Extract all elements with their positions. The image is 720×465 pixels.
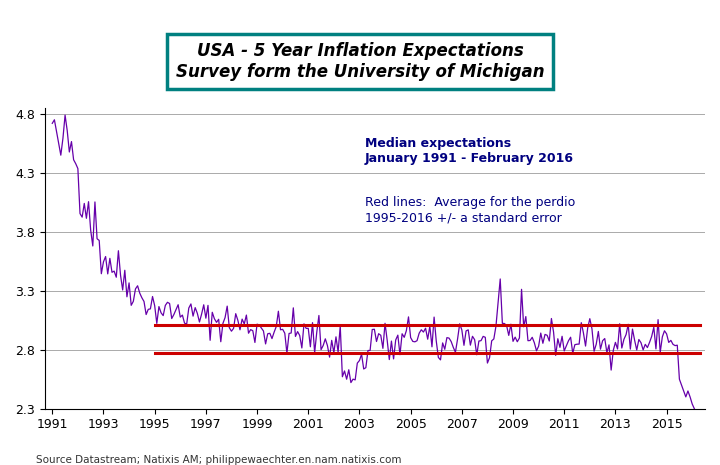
Text: Red lines:  Average for the perdio
1995-2016 +/- a standard error: Red lines: Average for the perdio 1995-2… [364, 196, 575, 225]
Text: Median expectations
January 1991 - February 2016: Median expectations January 1991 - Febru… [364, 138, 574, 166]
Text: Source Datastream; Natixis AM; philippewaechter.en.nam.natixis.com: Source Datastream; Natixis AM; philippew… [36, 455, 402, 465]
Text: USA - 5 Year Inflation Expectations
Survey form the University of Michigan: USA - 5 Year Inflation Expectations Surv… [176, 42, 544, 80]
